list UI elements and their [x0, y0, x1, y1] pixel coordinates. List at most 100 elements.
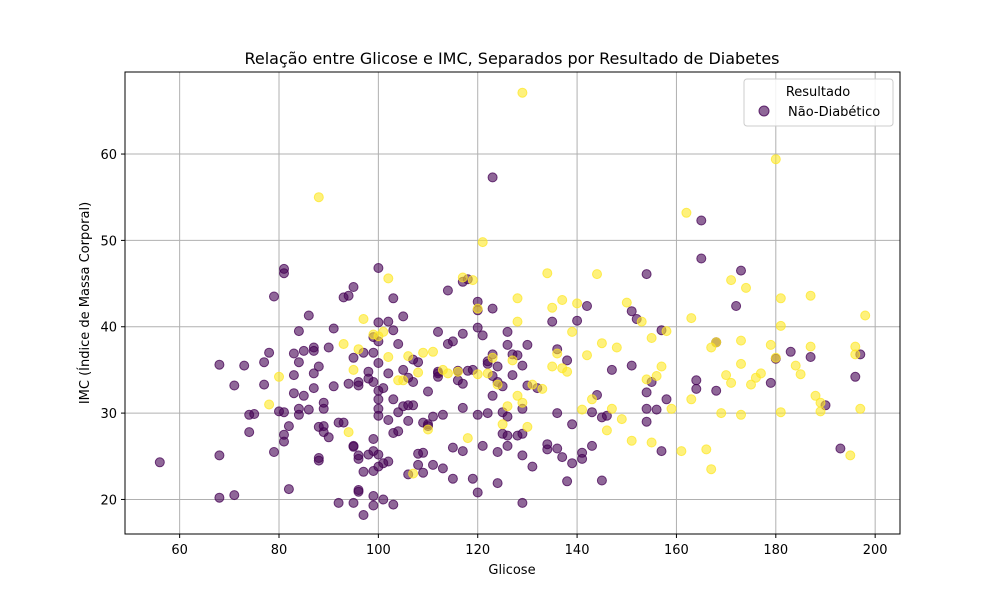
data-point	[368, 491, 379, 501]
data-point	[765, 377, 776, 388]
data-point	[318, 403, 329, 414]
data-point	[293, 357, 304, 368]
data-point	[457, 328, 468, 339]
data-point	[303, 310, 314, 321]
data-point	[696, 253, 707, 264]
legend-entry-nao-diabetico: Não-Diabético	[788, 105, 880, 120]
data-point	[353, 485, 364, 495]
data-point	[815, 406, 826, 417]
data-point	[383, 273, 394, 284]
data-point	[482, 368, 493, 379]
data-point	[577, 404, 588, 415]
x-axis-ticks: 60 80 100 120 140 160 180 200	[171, 534, 888, 558]
data-point	[636, 316, 647, 327]
x-tick-label: 180	[763, 543, 788, 558]
data-point	[323, 432, 334, 443]
data-point	[437, 463, 448, 474]
data-point	[413, 367, 424, 378]
data-points	[154, 87, 871, 520]
data-point	[621, 297, 632, 308]
data-point	[815, 397, 826, 408]
x-tick-label: 100	[366, 543, 391, 558]
data-point	[716, 408, 727, 419]
data-point	[442, 368, 453, 379]
data-point	[765, 339, 776, 350]
data-point	[338, 417, 349, 428]
data-point	[348, 282, 359, 292]
data-point	[641, 403, 652, 414]
data-point	[373, 449, 384, 460]
data-point	[353, 450, 364, 461]
data-point	[328, 381, 339, 392]
data-point	[596, 475, 607, 486]
data-point	[736, 265, 746, 276]
data-point	[269, 447, 279, 457]
data-point	[487, 172, 498, 183]
data-point	[502, 326, 513, 337]
data-point	[492, 361, 503, 372]
data-point	[393, 339, 404, 349]
data-point	[323, 342, 334, 353]
data-point	[288, 348, 299, 359]
data-point	[775, 407, 786, 418]
x-tick-label: 160	[664, 543, 689, 558]
data-point	[378, 383, 389, 394]
data-point	[313, 455, 324, 466]
data-point	[557, 295, 568, 305]
y-tick-label: 60	[100, 148, 117, 163]
data-point	[542, 444, 553, 455]
data-point	[567, 419, 578, 430]
data-point	[383, 352, 394, 362]
data-point	[711, 337, 722, 348]
data-point	[398, 375, 409, 386]
data-point	[343, 427, 354, 438]
data-point	[805, 341, 816, 352]
data-point	[616, 414, 627, 425]
data-point	[567, 458, 578, 469]
data-point	[656, 361, 667, 372]
data-point	[259, 357, 270, 368]
data-point	[457, 446, 468, 457]
data-point	[557, 452, 568, 463]
data-point	[512, 390, 523, 401]
data-point	[368, 500, 379, 511]
data-point	[537, 383, 548, 394]
data-point	[522, 339, 533, 350]
data-point	[850, 349, 861, 360]
legend-box	[743, 78, 894, 127]
data-point	[592, 269, 602, 280]
data-point	[502, 401, 513, 412]
data-point	[343, 290, 354, 301]
data-point	[313, 361, 324, 372]
data-point	[810, 390, 821, 401]
data-point	[398, 364, 409, 375]
data-point	[373, 263, 384, 273]
data-point	[562, 366, 573, 377]
x-tick-label: 60	[171, 543, 188, 558]
data-point	[373, 358, 384, 368]
data-point	[502, 430, 513, 441]
data-point	[736, 358, 746, 369]
data-point	[641, 269, 652, 280]
data-point	[264, 399, 275, 410]
series-diabetico	[264, 87, 871, 479]
data-point	[572, 315, 583, 326]
data-point	[666, 403, 677, 414]
x-tick-label: 80	[271, 543, 288, 558]
data-point	[482, 408, 493, 419]
data-point	[582, 301, 592, 311]
data-point	[547, 316, 558, 327]
data-point	[442, 285, 453, 296]
y-tick-label: 20	[100, 493, 117, 508]
data-point	[413, 459, 424, 470]
data-point	[403, 351, 414, 362]
data-point	[785, 346, 796, 357]
data-point	[353, 377, 364, 387]
data-point	[298, 345, 309, 356]
data-point	[358, 466, 369, 477]
data-point	[383, 316, 394, 327]
data-point	[721, 370, 732, 381]
chart-title: Relação entre Glicose e IMC, Separados p…	[244, 49, 779, 68]
data-point	[626, 435, 637, 446]
data-point	[368, 377, 379, 387]
